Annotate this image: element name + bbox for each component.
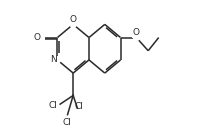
Text: Cl: Cl	[74, 102, 83, 111]
Text: O: O	[133, 28, 140, 37]
Text: O: O	[70, 15, 77, 24]
Text: O: O	[34, 33, 41, 42]
Text: Cl: Cl	[49, 101, 57, 111]
Text: N: N	[50, 55, 57, 64]
Text: Cl: Cl	[62, 118, 71, 127]
